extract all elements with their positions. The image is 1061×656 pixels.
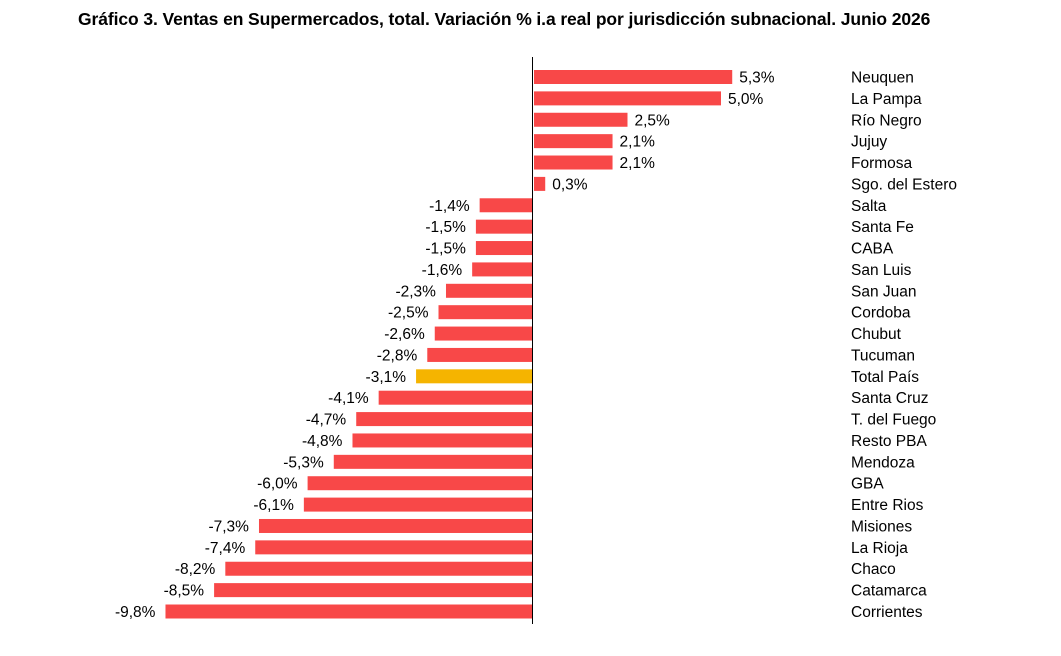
data-label: 0,3%	[552, 176, 588, 193]
bar	[534, 91, 721, 106]
bar	[225, 561, 532, 576]
category-label: Mendoza	[851, 454, 915, 471]
data-label: 2,5%	[635, 112, 671, 129]
data-label: -6,0%	[257, 476, 298, 493]
category-label: Catamarca	[851, 583, 927, 600]
bar	[214, 583, 532, 598]
bar-highlight	[416, 369, 532, 384]
data-label: -2,5%	[388, 305, 429, 322]
data-label: 2,1%	[620, 155, 656, 172]
data-label: -4,1%	[328, 390, 369, 407]
data-label: -1,5%	[425, 241, 466, 258]
category-label: Chubut	[851, 326, 902, 343]
bar	[534, 176, 546, 191]
category-label: Santa Cruz	[851, 390, 929, 407]
data-label: -5,3%	[283, 454, 324, 471]
data-label: -1,6%	[422, 262, 463, 279]
category-labels-layer: Neuquen La Pampa Río Negro Jujuy Formosa Sgo.…	[851, 70, 957, 622]
data-label: -8,5%	[164, 583, 205, 600]
bar	[534, 155, 613, 170]
data-label: 5,3%	[739, 70, 775, 87]
bar	[438, 305, 532, 320]
data-label: -7,3%	[208, 518, 249, 535]
data-label: -1,4%	[429, 198, 470, 215]
category-label: San Luis	[851, 262, 912, 279]
bar	[534, 112, 628, 127]
data-label: -6,1%	[253, 497, 294, 514]
bars-layer	[165, 70, 733, 619]
category-label: CABA	[851, 241, 894, 258]
data-label: 2,1%	[620, 134, 656, 151]
category-label: Tucuman	[851, 347, 915, 364]
bar	[434, 326, 532, 341]
category-label: Chaco	[851, 561, 896, 578]
bar	[475, 241, 532, 256]
data-label: -4,7%	[306, 412, 347, 429]
bar	[534, 134, 613, 149]
data-label: -9,8%	[115, 604, 156, 621]
data-label: -4,8%	[302, 433, 343, 450]
data-label: -2,6%	[384, 326, 425, 343]
category-label: San Juan	[851, 283, 917, 300]
category-label: Salta	[851, 198, 887, 215]
bar	[258, 518, 532, 533]
category-label: GBA	[851, 476, 884, 493]
data-label: -7,4%	[205, 540, 246, 557]
bar	[356, 412, 532, 427]
category-label: Corrientes	[851, 604, 923, 621]
category-label: La Rioja	[851, 540, 908, 557]
category-label: Entre Rios	[851, 497, 924, 514]
bar	[534, 70, 733, 84]
bar	[479, 198, 532, 213]
bar	[378, 390, 532, 405]
bar	[333, 454, 532, 469]
bar	[445, 283, 532, 298]
category-label: T. del Fuego	[851, 412, 936, 429]
data-label: -2,3%	[395, 283, 436, 300]
category-label: Neuquen	[851, 70, 914, 87]
bar	[472, 262, 532, 277]
category-label: Jujuy	[851, 134, 887, 151]
category-label: Total País	[851, 369, 919, 386]
data-label: -8,2%	[175, 561, 216, 578]
bar	[352, 433, 532, 448]
category-label: Cordoba	[851, 305, 911, 322]
chart-title: Gráfico 3. Ventas en Supermercados, tota…	[78, 9, 931, 29]
category-label: Santa Fe	[851, 219, 914, 236]
bar	[307, 476, 532, 491]
category-label: Río Negro	[851, 112, 922, 129]
category-label: Formosa	[851, 155, 913, 172]
bar	[165, 604, 533, 619]
bar	[255, 540, 533, 555]
category-label: La Pampa	[851, 91, 922, 108]
data-label: -2,8%	[377, 347, 418, 364]
category-label: Misiones	[851, 518, 912, 535]
bar	[303, 497, 532, 512]
category-label: Sgo. del Estero	[851, 176, 957, 193]
category-label: Resto PBA	[851, 433, 927, 450]
data-label: -1,5%	[425, 219, 466, 236]
bar	[427, 347, 532, 362]
data-labels-layer: 5,3% 5,0% 2,5% 2,1% 2,1% 0,3% -1,4% -1,5% -1,5% -…	[115, 70, 775, 622]
data-label: 5,0%	[728, 91, 764, 108]
bar	[475, 219, 532, 234]
data-label: -3,1%	[366, 369, 407, 386]
